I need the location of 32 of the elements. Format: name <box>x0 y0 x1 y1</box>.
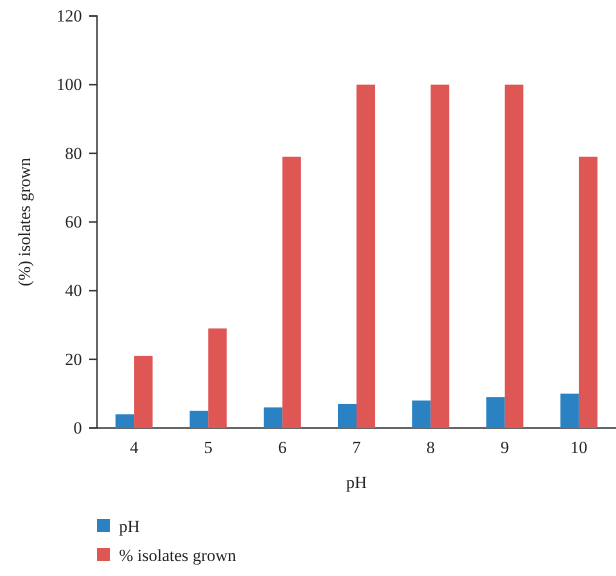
x-tick-label: 4 <box>130 438 139 458</box>
bar <box>264 407 282 428</box>
legend-label: % isolates grown <box>119 546 237 565</box>
x-tick-label: 5 <box>204 438 212 458</box>
bar <box>486 397 505 428</box>
bar <box>282 156 301 428</box>
y-tick-label: 100 <box>56 75 82 94</box>
y-tick-label: 60 <box>65 212 82 232</box>
x-tick-label: 6 <box>278 438 287 458</box>
bar <box>116 414 134 428</box>
bar <box>430 84 450 428</box>
x-tick-label: 8 <box>426 438 435 458</box>
y-axis-title: (%) isolates grown <box>15 157 34 286</box>
y-tick-label: 120 <box>56 6 82 26</box>
bar <box>504 84 524 428</box>
x-axis-title: pH <box>346 473 367 492</box>
x-tick-label: 9 <box>500 438 510 458</box>
y-tick-label: 20 <box>65 350 82 369</box>
legend-label: pH <box>119 516 140 536</box>
bar <box>412 400 431 428</box>
y-tick-label: 80 <box>65 144 82 163</box>
x-tick-label: 10 <box>570 438 588 458</box>
bar <box>208 328 227 428</box>
x-tick-label: 7 <box>352 438 362 458</box>
y-tick-label: 40 <box>65 281 82 300</box>
bar <box>190 410 208 428</box>
bar <box>560 394 579 428</box>
bar <box>134 356 153 428</box>
bar <box>338 404 356 428</box>
y-tick-label: 0 <box>74 418 82 438</box>
bar <box>356 84 376 428</box>
bar <box>578 156 598 428</box>
